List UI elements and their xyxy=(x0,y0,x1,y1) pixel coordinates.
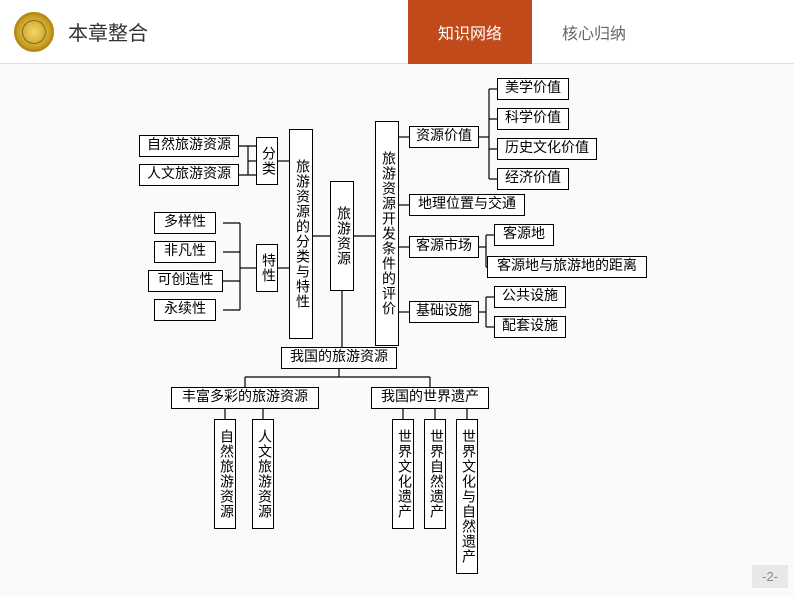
node-ziranyc: 世界自然遗产 xyxy=(424,419,446,529)
node-fengfu: 丰富多彩的旅游资源 xyxy=(171,387,319,409)
node-dili: 地理位置与交通 xyxy=(409,194,525,216)
node-jichu: 基础设施 xyxy=(409,301,479,323)
tab-core-summary[interactable]: 核心归纳 xyxy=(532,0,656,64)
node-fenlei: 分类 xyxy=(256,137,278,185)
node-center: 旅游资源 xyxy=(330,181,354,291)
logo-medal-icon xyxy=(14,12,54,52)
node-juli: 客源地与旅游地的距离 xyxy=(487,256,647,278)
header-bar: 本章整合 知识网络 核心归纳 xyxy=(0,0,794,64)
node-keyuandi: 客源地 xyxy=(494,224,554,246)
node-lishi: 历史文化价值 xyxy=(497,138,597,160)
node-renwen1: 人文旅游资源 xyxy=(139,164,239,186)
node-gonggong: 公共设施 xyxy=(494,286,566,308)
tab-group: 知识网络 核心归纳 xyxy=(408,0,656,64)
node-meixue: 美学价值 xyxy=(497,78,569,100)
node-texing: 特性 xyxy=(256,244,278,292)
node-ziran2: 自然旅游资源 xyxy=(214,419,236,529)
node-jingji: 经济价值 xyxy=(497,168,569,190)
node-shijie: 我国的世界遗产 xyxy=(371,387,489,409)
page-number: -2- xyxy=(752,565,788,588)
node-kechuang: 可创造性 xyxy=(148,270,223,292)
node-feifan: 非凡性 xyxy=(154,241,216,263)
node-ziyuan_jz: 资源价值 xyxy=(409,126,479,148)
page-title: 本章整合 xyxy=(68,17,148,46)
node-wenhua: 世界文化遗产 xyxy=(392,419,414,529)
node-duoyang: 多样性 xyxy=(154,212,216,234)
node-keyuan: 客源市场 xyxy=(409,236,479,258)
node-right_main: 旅游资源开发条件的评价 xyxy=(375,121,399,346)
node-woguo: 我国的旅游资源 xyxy=(281,347,397,369)
node-yongxu: 永续性 xyxy=(154,299,216,321)
node-renwen2: 人文旅游资源 xyxy=(252,419,274,529)
diagram-canvas: 旅游资源旅游资源的分类与特性分类特性自然旅游资源人文旅游资源多样性非凡性可创造性… xyxy=(0,64,794,596)
tab-knowledge-network[interactable]: 知识网络 xyxy=(408,0,532,64)
node-peitao: 配套设施 xyxy=(494,316,566,338)
node-shuang: 世界文化与自然遗产 xyxy=(456,419,478,574)
node-left_main: 旅游资源的分类与特性 xyxy=(289,129,313,339)
node-ziran1: 自然旅游资源 xyxy=(139,135,239,157)
node-kexue: 科学价值 xyxy=(497,108,569,130)
